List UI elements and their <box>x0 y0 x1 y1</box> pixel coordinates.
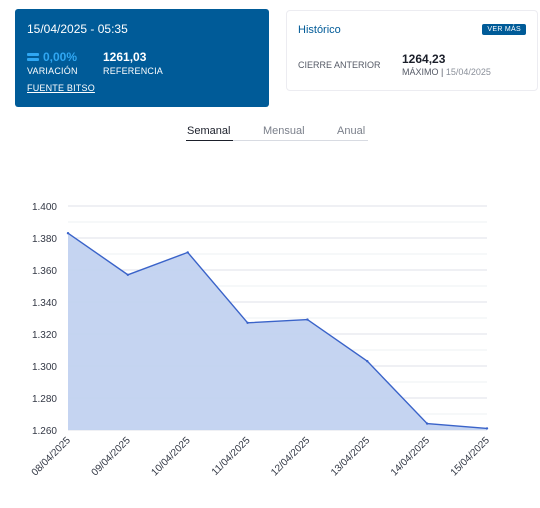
data-point <box>485 427 489 430</box>
variation-row: 0,00% <box>27 50 77 64</box>
summary-card: 15/04/2025 - 05:35 0,00% VARIACIÓN 1261,… <box>15 9 269 107</box>
variation-label: VARIACIÓN <box>27 66 78 76</box>
tab-semanal[interactable]: Semanal <box>187 125 231 137</box>
maximum-value: 1264,23 <box>402 52 446 66</box>
maximum-row: MÁXIMO | 15/04/2025 <box>402 67 491 77</box>
data-point <box>246 321 249 324</box>
tab-anual[interactable]: Anual <box>337 125 366 137</box>
y-tick-label: 1.280 <box>32 394 57 405</box>
data-point <box>306 318 309 321</box>
x-tick-label: 11/04/2025 <box>210 435 253 478</box>
update-datetime: 15/04/2025 - 05:35 <box>27 22 128 36</box>
maximum-date: 15/04/2025 <box>445 67 491 77</box>
x-tick-label: 09/04/2025 <box>90 435 133 478</box>
source-link[interactable]: FUENTE BITSO <box>27 83 95 93</box>
historico-card: Histórico VER MÁS CIERRE ANTERIOR 1264,2… <box>286 10 538 91</box>
variation-value: 0,00% <box>43 50 78 64</box>
y-tick-label: 1.340 <box>32 298 57 309</box>
x-tick-label: 10/04/2025 <box>149 435 192 478</box>
x-tick-label: 13/04/2025 <box>329 435 372 478</box>
maximum-label: MÁXIMO <box>402 67 439 77</box>
y-tick-label: 1.360 <box>32 266 57 277</box>
maximum-separator: | <box>438 67 446 77</box>
data-point <box>126 273 130 276</box>
series-line <box>67 232 488 430</box>
y-tick-label: 1.380 <box>32 234 57 245</box>
historico-title: Histórico <box>298 24 341 36</box>
data-point <box>186 251 189 254</box>
y-tick-label: 1.300 <box>32 362 57 373</box>
y-tick-label: 1.260 <box>32 426 57 437</box>
x-tick-label: 14/04/2025 <box>389 435 432 478</box>
price-chart: 1.260 1.280 1.300 1.320 1.340 1.360 1.380 1.400… <box>30 202 492 478</box>
y-tick-label: 1.320 <box>32 330 57 341</box>
y-tick-label: 1.400 <box>32 202 57 213</box>
x-tick-label: 15/04/2025 <box>449 435 492 478</box>
ver-mas-button[interactable]: VER MÁS <box>482 24 526 35</box>
reference-label: REFERENCIA <box>103 66 164 76</box>
reference-value: 1261,03 <box>103 50 147 64</box>
area-fill <box>68 233 487 430</box>
period-tabs: Semanal Mensual Anual <box>186 125 368 141</box>
x-tick-label: 12/04/2025 <box>269 435 312 478</box>
data-point <box>366 360 369 363</box>
data-point <box>425 422 429 425</box>
data-point <box>66 232 70 235</box>
tab-mensual[interactable]: Mensual <box>263 125 305 137</box>
active-tab-indicator <box>186 140 233 141</box>
equal-icon <box>27 53 39 61</box>
previous-close-label: CIERRE ANTERIOR <box>298 60 381 70</box>
x-tick-label: 08/04/2025 <box>30 435 73 478</box>
